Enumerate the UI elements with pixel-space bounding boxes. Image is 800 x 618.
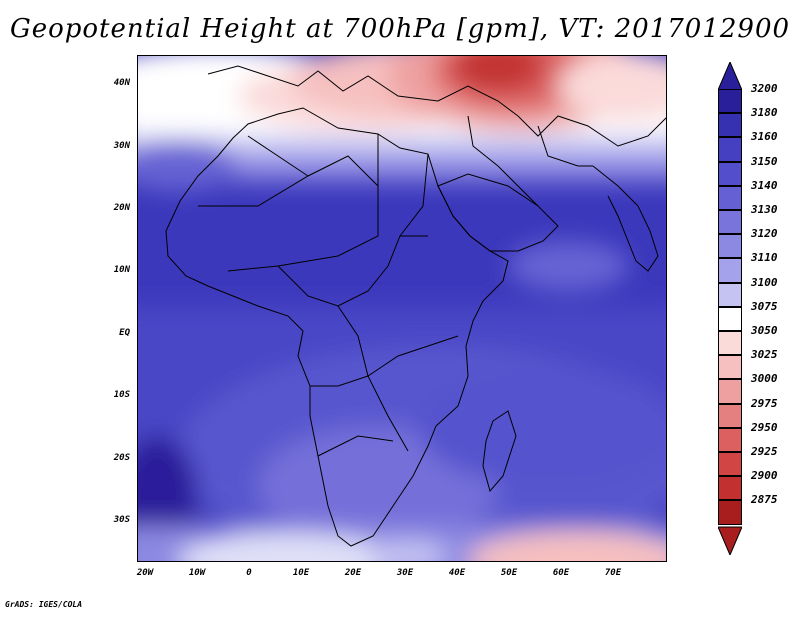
colorbar-label: 3120 bbox=[751, 227, 778, 241]
colorbar-label: 3100 bbox=[751, 275, 778, 289]
colorbar-swatch bbox=[718, 403, 742, 428]
colorbar-label: 2900 bbox=[751, 469, 778, 483]
lat-tick-label: 10N bbox=[113, 265, 130, 275]
lat-tick-label: 30S bbox=[113, 515, 130, 525]
chart-title: Geopotential Height at 700hPa [gpm], VT:… bbox=[9, 14, 791, 44]
colorbar-swatch bbox=[718, 355, 742, 380]
lon-tick-label: 60E bbox=[552, 568, 570, 578]
lat-tick-label: 10S bbox=[113, 390, 130, 400]
colorbar-top-arrow bbox=[718, 62, 742, 91]
lon-tick-label: 70E bbox=[604, 568, 622, 578]
lon-tick-label: 20E bbox=[344, 568, 362, 578]
colorbar-swatch bbox=[718, 331, 742, 356]
colorbar-label: 2875 bbox=[751, 493, 778, 507]
lat-tick-label: 20N bbox=[113, 203, 130, 213]
colorbar-label: 3180 bbox=[751, 106, 778, 120]
colorbar-label: 3000 bbox=[751, 372, 778, 386]
map-plot-area bbox=[137, 55, 667, 562]
colorbar-swatch bbox=[718, 89, 742, 114]
colorbar-swatch bbox=[718, 137, 742, 162]
colorbar-swatch bbox=[718, 185, 742, 210]
lon-tick-label: 0 bbox=[246, 568, 252, 578]
lon-tick-label: 20W bbox=[136, 568, 154, 578]
colorbar-swatch bbox=[718, 258, 742, 283]
lon-tick-label: 10E bbox=[292, 568, 310, 578]
lon-tick-label: 50E bbox=[500, 568, 518, 578]
colorbar-swatch bbox=[718, 427, 742, 452]
colorbar-swatch bbox=[718, 282, 742, 307]
colorbar-label: 3025 bbox=[751, 348, 778, 362]
lat-tick-label: 40N bbox=[113, 78, 130, 88]
lat-tick-label: 20S bbox=[113, 453, 130, 463]
colorbar-label: 2925 bbox=[751, 445, 778, 458]
colorbar-label: 3200 bbox=[751, 82, 778, 95]
colorbar-swatch bbox=[718, 161, 742, 186]
colorbar-swatch bbox=[718, 234, 742, 259]
lon-tick-label: 10W bbox=[188, 568, 206, 578]
colorbar-swatch bbox=[718, 379, 742, 404]
coastlines bbox=[165, 65, 666, 547]
lat-tick-label: EQ bbox=[119, 328, 130, 338]
colorbar-swatch bbox=[718, 210, 742, 235]
lon-tick-label: 40E bbox=[448, 568, 466, 578]
colorbar-swatch bbox=[718, 500, 742, 525]
colorbar-swatch bbox=[718, 452, 742, 477]
colorbar-label: 3050 bbox=[751, 324, 778, 337]
lat-tick-label: 30N bbox=[113, 141, 130, 151]
colorbar-swatch bbox=[718, 113, 742, 138]
colorbar-label: 3150 bbox=[751, 154, 778, 168]
height-field-contours bbox=[138, 56, 666, 561]
colorbar-label: 3140 bbox=[751, 178, 778, 192]
colorbar-label: 3075 bbox=[751, 299, 778, 313]
credit-label: GrADS: IGES/COLA bbox=[5, 600, 83, 609]
colorbar-bottom-arrow bbox=[718, 526, 742, 555]
colorbar-swatch bbox=[718, 306, 742, 331]
colorbar-label: 2950 bbox=[751, 420, 778, 434]
colorbar-label: 3160 bbox=[751, 130, 778, 144]
map-svg bbox=[138, 56, 666, 561]
colorbar-label: 3110 bbox=[751, 251, 778, 265]
lon-tick-label: 30E bbox=[396, 568, 414, 578]
colorbar-label: 3130 bbox=[751, 203, 778, 216]
colorbar-swatch bbox=[718, 476, 742, 501]
colorbar-label: 2975 bbox=[751, 396, 778, 410]
